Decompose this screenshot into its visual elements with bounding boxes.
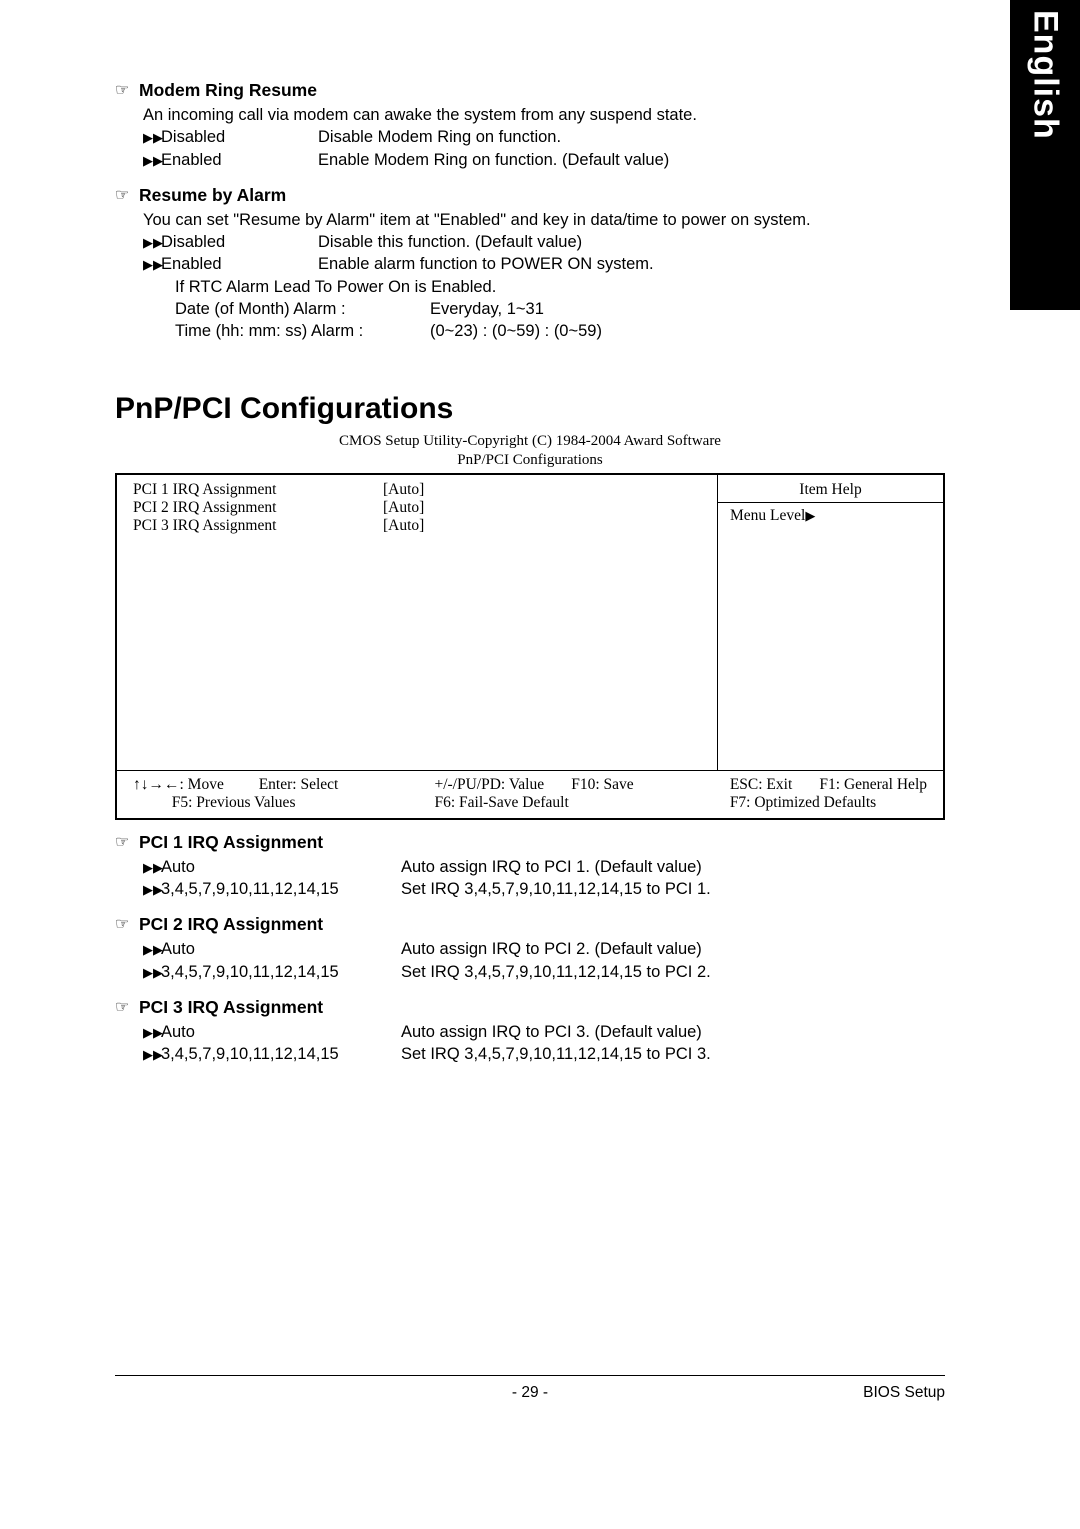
menu-level: Menu Level▶ (730, 507, 931, 525)
section-pci2: ☞PCI 2 IRQ Assignment ▶▶ Auto Auto assig… (115, 914, 945, 983)
bios-row: PCI 2 IRQ Assignment [Auto] (133, 499, 701, 517)
fwd-icon: ▶▶ (143, 253, 161, 275)
option-row: ▶▶ Enabled Enable alarm function to POWE… (143, 253, 945, 275)
fwd-icon: ▶▶ (143, 938, 161, 960)
page-content: ☞Modem Ring Resume An incoming call via … (115, 80, 945, 1079)
fwd-icon: ▶▶ (143, 878, 161, 900)
option-desc: Set IRQ 3,4,5,7,9,10,11,12,14,15 to PCI … (401, 961, 945, 983)
page-title: PnP/PCI Configurations (115, 392, 945, 426)
option-desc: Enable alarm function to POWER ON system… (318, 253, 945, 275)
section-pci1: ☞PCI 1 IRQ Assignment ▶▶ Auto Auto assig… (115, 832, 945, 901)
fwd-icon: ▶▶ (143, 231, 161, 253)
option-row: ▶▶ Auto Auto assign IRQ to PCI 1. (Defau… (143, 856, 945, 878)
option-label: 3,4,5,7,9,10,11,12,14,15 (161, 961, 401, 983)
option-desc: Auto assign IRQ to PCI 3. (Default value… (401, 1021, 945, 1043)
option-row: ▶▶ 3,4,5,7,9,10,11,12,14,15 Set IRQ 3,4,… (143, 878, 945, 900)
bios-row: PCI 1 IRQ Assignment [Auto] (133, 481, 701, 499)
section-title: ☞Modem Ring Resume (115, 80, 945, 101)
section-desc: You can set "Resume by Alarm" item at "E… (143, 209, 945, 231)
option-desc: Auto assign IRQ to PCI 1. (Default value… (401, 856, 945, 878)
section-alarm: ☞Resume by Alarm You can set "Resume by … (115, 185, 945, 343)
section-title: ☞Resume by Alarm (115, 185, 945, 206)
section-modem: ☞Modem Ring Resume An incoming call via … (115, 80, 945, 171)
option-desc: Set IRQ 3,4,5,7,9,10,11,12,14,15 to PCI … (401, 878, 945, 900)
fwd-icon: ▶▶ (143, 149, 161, 171)
option-row: ▶▶ Enabled Enable Modem Ring on function… (143, 149, 945, 171)
option-row: ▶▶ 3,4,5,7,9,10,11,12,14,15 Set IRQ 3,4,… (143, 1043, 945, 1065)
hand-icon: ☞ (115, 914, 139, 934)
fwd-icon: ▶▶ (143, 1021, 161, 1043)
option-desc: Disable Modem Ring on function. (318, 126, 945, 148)
alarm-sub: If RTC Alarm Lead To Power On is Enabled… (175, 276, 945, 343)
option-label: Auto (161, 856, 401, 878)
option-label: Auto (161, 938, 401, 960)
bios-caption: CMOS Setup Utility-Copyright (C) 1984-20… (115, 432, 945, 470)
option-label: Enabled (161, 253, 318, 275)
option-row: ▶▶ 3,4,5,7,9,10,11,12,14,15 Set IRQ 3,4,… (143, 961, 945, 983)
language-tab: English (1010, 0, 1080, 310)
bios-help-panel: Item Help Menu Level▶ (718, 475, 943, 770)
option-desc: Enable Modem Ring on function. (Default … (318, 149, 945, 171)
option-label: 3,4,5,7,9,10,11,12,14,15 (161, 1043, 401, 1065)
fwd-icon: ▶▶ (143, 856, 161, 878)
bios-screen: PCI 1 IRQ Assignment [Auto] PCI 2 IRQ As… (115, 473, 945, 820)
hand-icon: ☞ (115, 185, 139, 205)
bios-row: PCI 3 IRQ Assignment [Auto] (133, 517, 701, 535)
option-desc: Set IRQ 3,4,5,7,9,10,11,12,14,15 to PCI … (401, 1043, 945, 1065)
option-row: ▶▶ Auto Auto assign IRQ to PCI 2. (Defau… (143, 938, 945, 960)
fwd-icon: ▶▶ (143, 1043, 161, 1065)
section-title: ☞PCI 1 IRQ Assignment (115, 832, 945, 853)
page-number: - 29 - (115, 1384, 945, 1402)
section-desc: An incoming call via modem can awake the… (143, 104, 945, 126)
option-label: Auto (161, 1021, 401, 1043)
option-label: Disabled (161, 126, 318, 148)
page-footer: - 29 - BIOS Setup (115, 1375, 945, 1402)
option-row: ▶▶ Disabled Disable Modem Ring on functi… (143, 126, 945, 148)
section-pci3: ☞PCI 3 IRQ Assignment ▶▶ Auto Auto assig… (115, 997, 945, 1066)
triangle-icon: ▶ (805, 508, 815, 523)
option-label: Enabled (161, 149, 318, 171)
option-row: ▶▶ Auto Auto assign IRQ to PCI 3. (Defau… (143, 1021, 945, 1043)
section-title: ☞PCI 2 IRQ Assignment (115, 914, 945, 935)
hand-icon: ☞ (115, 832, 139, 852)
fwd-icon: ▶▶ (143, 126, 161, 148)
option-desc: Disable this function. (Default value) (318, 231, 945, 253)
option-desc: Auto assign IRQ to PCI 2. (Default value… (401, 938, 945, 960)
option-label: Disabled (161, 231, 318, 253)
fwd-icon: ▶▶ (143, 961, 161, 983)
section-title: ☞PCI 3 IRQ Assignment (115, 997, 945, 1018)
hand-icon: ☞ (115, 997, 139, 1017)
hand-icon: ☞ (115, 80, 139, 100)
option-label: 3,4,5,7,9,10,11,12,14,15 (161, 878, 401, 900)
bios-nav-bar: ↑↓→←: Move Enter: Select F5: Previous Va… (117, 770, 943, 818)
footer-rule (115, 1375, 945, 1376)
bios-settings-panel: PCI 1 IRQ Assignment [Auto] PCI 2 IRQ As… (117, 475, 718, 770)
option-row: ▶▶ Disabled Disable this function. (Defa… (143, 231, 945, 253)
language-tab-label: English (1026, 10, 1065, 140)
item-help-title: Item Help (730, 481, 931, 499)
